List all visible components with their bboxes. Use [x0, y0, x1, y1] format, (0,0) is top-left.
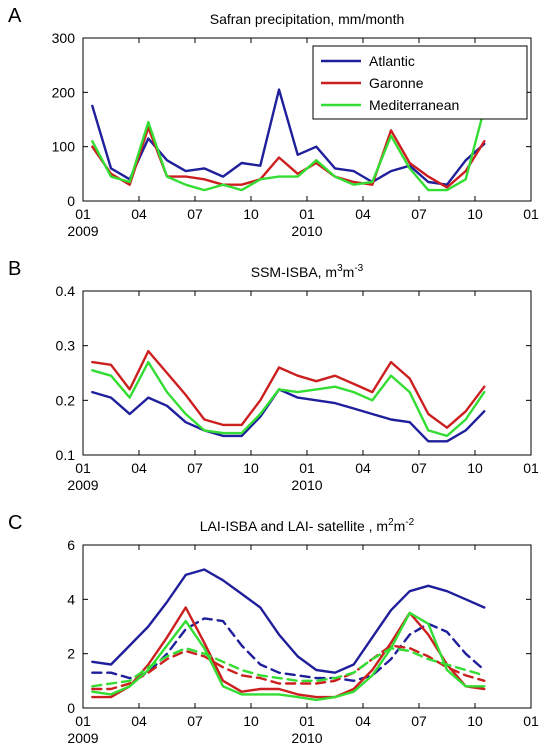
- series-line-atlantic: [91, 568, 486, 674]
- y-tick-label: 0: [67, 193, 75, 209]
- panel-a: A Safran precipitation, mm/month 0 100 200 30…: [8, 5, 539, 239]
- x-year-label: 2009: [67, 477, 98, 493]
- panel-label: C: [8, 512, 22, 534]
- panel-title: Safran precipitation, mm/month: [210, 11, 405, 27]
- x-tick-label: 04: [355, 713, 371, 729]
- series-line-mediterranean: [91, 611, 486, 702]
- panel-title: LAI-ISBA and LAI- satellite , m2m-2: [200, 517, 415, 534]
- y-tick-label: 0.3: [56, 338, 76, 354]
- x-tick-label: 07: [187, 460, 203, 476]
- x-tick-label: 04: [131, 713, 147, 729]
- x-tick-label: 01: [75, 713, 91, 729]
- series-group: [91, 568, 486, 702]
- x-tick-label: 01: [75, 206, 91, 222]
- x-tick-label: 07: [411, 713, 427, 729]
- panel-label: A: [8, 5, 22, 27]
- series-line-mediterranean: [91, 360, 486, 438]
- y-tick-label: 200: [52, 84, 76, 100]
- series-line-atlantic: [91, 388, 486, 443]
- x-year-label: 2010: [291, 730, 322, 746]
- legend-label-garonne: Garonne: [369, 75, 424, 91]
- x-tick-label: 10: [243, 460, 259, 476]
- x-tick-label: 07: [187, 713, 203, 729]
- y-tick-label: 300: [52, 30, 76, 46]
- x-tick-label: 01: [523, 206, 539, 222]
- x-tick-label: 07: [187, 206, 203, 222]
- x-tick-label: 04: [131, 206, 147, 222]
- legend-label-atlantic: Atlantic: [369, 53, 415, 69]
- panel-title: SSM-ISBA, m3m-3: [251, 263, 364, 280]
- x-year-label: 2009: [67, 730, 98, 746]
- x-tick-label: 10: [243, 206, 259, 222]
- x-tick-label: 04: [131, 460, 147, 476]
- panel-label: B: [8, 258, 21, 280]
- series-line-garonne: [91, 349, 486, 429]
- x-tick-label: 04: [355, 460, 371, 476]
- x-tick-label: 04: [355, 206, 371, 222]
- x-year-label: 2010: [291, 223, 322, 239]
- y-tick-label: 0.1: [56, 447, 76, 463]
- y-tick-label: 6: [67, 537, 75, 553]
- x-tick-label: 10: [467, 206, 483, 222]
- series-group: [91, 88, 486, 192]
- x-tick-label: 07: [411, 460, 427, 476]
- y-tick-label: 100: [52, 139, 76, 155]
- x-year-label: 2010: [291, 477, 322, 493]
- series-line-atlantic-satellite: [91, 617, 486, 682]
- x-tick-label: 10: [467, 460, 483, 476]
- x-year-label: 2009: [67, 223, 98, 239]
- series-group: [91, 349, 486, 443]
- panel-c: C LAI-ISBA and LAI- satellite , m2m-2 0 2 4 6…: [8, 512, 539, 746]
- series-line-mediterranean-satellite: [91, 647, 486, 688]
- x-tick-label: 07: [411, 206, 427, 222]
- y-tick-label: 0: [67, 700, 75, 716]
- y-tick-label: 2: [67, 646, 75, 662]
- legend-label-mediterranean: Mediterranean: [369, 97, 459, 113]
- panel-b: B SSM-ISBA, m3m-3 0.1 0.2 0.3 0.4 01 04 07 10 01 04…: [8, 258, 539, 493]
- x-tick-label: 01: [299, 206, 315, 222]
- series-line-garonne: [91, 606, 486, 699]
- series-line-garonne-satellite: [91, 644, 486, 691]
- x-tick-label: 10: [243, 713, 259, 729]
- y-tick-label: 0.4: [56, 283, 76, 299]
- x-tick-label: 01: [523, 713, 539, 729]
- y-tick-label: 4: [67, 591, 75, 607]
- x-tick-label: 01: [523, 460, 539, 476]
- x-tick-label: 10: [467, 713, 483, 729]
- x-tick-label: 01: [75, 460, 91, 476]
- x-tick-label: 01: [299, 460, 315, 476]
- legend: Atlantic Garonne Mediterranean: [312, 45, 528, 120]
- x-tick-label: 01: [299, 713, 315, 729]
- y-tick-label: 0.2: [56, 392, 76, 408]
- series-line-mediterranean: [91, 107, 486, 192]
